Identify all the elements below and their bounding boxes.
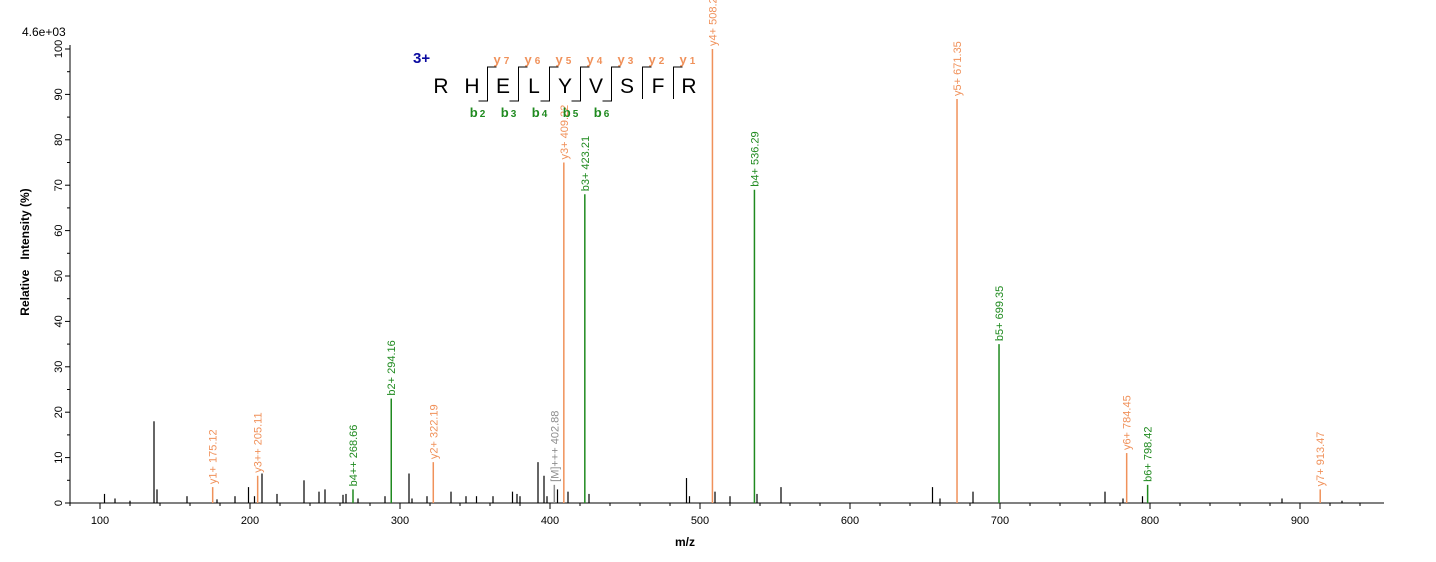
peak-label: b4++ 268.66 bbox=[348, 425, 360, 487]
y-ion-bracket bbox=[518, 66, 528, 99]
y-tick-label: 0 bbox=[53, 500, 65, 506]
y-tick-label: 10 bbox=[53, 451, 65, 463]
y-tick-label: 70 bbox=[53, 179, 65, 191]
peak-label: y3+ 409.22 bbox=[559, 105, 571, 160]
residue-letter: R bbox=[681, 75, 696, 98]
peak-label: y2+ 322.19 bbox=[428, 404, 440, 459]
x-tick-label: 100 bbox=[91, 515, 109, 527]
y-tick-label: 100 bbox=[53, 40, 65, 58]
x-tick-label: 400 bbox=[541, 515, 559, 527]
b-ion-bracket bbox=[478, 69, 488, 102]
y-axis-title: Relative Intensity (%) bbox=[18, 188, 32, 315]
charge-state-label: 3+ bbox=[413, 50, 430, 67]
y-tick-label: 40 bbox=[53, 315, 65, 327]
peak-labels: y1+ 175.12 y3++ 205.11 b4++ 268.66 b2+ 294.… bbox=[208, 0, 1328, 486]
residue-letter: Y bbox=[558, 75, 572, 98]
axes: 0 10 20 30 40 50 60 70 80 90 100 100 200 300 400 500 600… bbox=[53, 40, 1384, 527]
y-tick-label: 20 bbox=[53, 406, 65, 418]
peak-label: b2+ 294.16 bbox=[386, 340, 398, 395]
peak-label: b3+ 423.21 bbox=[580, 136, 592, 191]
y-ion-bracket bbox=[642, 66, 652, 99]
peaks bbox=[103, 49, 1343, 503]
residue-letter: F bbox=[652, 75, 665, 98]
peak-label: [M]+++ 402.88 bbox=[549, 411, 561, 482]
b-ion-bracket bbox=[602, 69, 612, 102]
residue-letter: L bbox=[528, 75, 540, 98]
peak-label: y6+ 784.45 bbox=[1122, 395, 1134, 450]
x-tick-label: 600 bbox=[841, 515, 859, 527]
peak-label: y4+ 508.29 bbox=[707, 0, 719, 46]
y-ion-bracket bbox=[673, 66, 683, 99]
residue-letter: E bbox=[496, 75, 510, 98]
y-tick-label: 60 bbox=[53, 224, 65, 236]
peak-label: y3++ 205.11 bbox=[253, 412, 265, 472]
x-axis-title: m/z bbox=[675, 535, 695, 549]
residue-letter: H bbox=[464, 75, 479, 98]
peak-label: y5+ 671.35 bbox=[952, 41, 964, 96]
peak-label: b5+ 699.35 bbox=[994, 286, 1006, 341]
x-tick-label: 200 bbox=[241, 515, 259, 527]
x-tick-label: 800 bbox=[1141, 515, 1159, 527]
x-tick-label: 700 bbox=[991, 515, 1009, 527]
y-tick-label: 30 bbox=[53, 361, 65, 373]
x-tick-label: 900 bbox=[1291, 515, 1309, 527]
peak-label: y7+ 913.47 bbox=[1315, 432, 1327, 487]
peak-label: b4+ 536.29 bbox=[749, 131, 761, 186]
residue-letter: R bbox=[433, 75, 448, 98]
peak-label: y1+ 175.12 bbox=[208, 429, 220, 484]
x-tick-label: 300 bbox=[391, 515, 409, 527]
b-ion-bracket bbox=[509, 69, 519, 102]
peptide-sequence-annotation: 3+R H E L Y V S F Ry 7 y 6 y 5 y 4 y 3 y 2 y 1b 2 b 3 b 4 b 5 b 6 bbox=[413, 50, 697, 120]
b-ion-bracket bbox=[571, 69, 581, 102]
residue-letter: S bbox=[620, 75, 634, 98]
residue-letter: V bbox=[589, 75, 603, 98]
y-tick-label: 50 bbox=[53, 270, 65, 282]
y-tick-label: 90 bbox=[53, 88, 65, 100]
max-intensity-label: 4.6e+03 bbox=[22, 25, 66, 39]
peak-label: b6+ 798.42 bbox=[1143, 426, 1155, 481]
y-tick-label: 80 bbox=[53, 134, 65, 146]
x-tick-label: 500 bbox=[691, 515, 709, 527]
b-ion-bracket bbox=[540, 69, 550, 102]
